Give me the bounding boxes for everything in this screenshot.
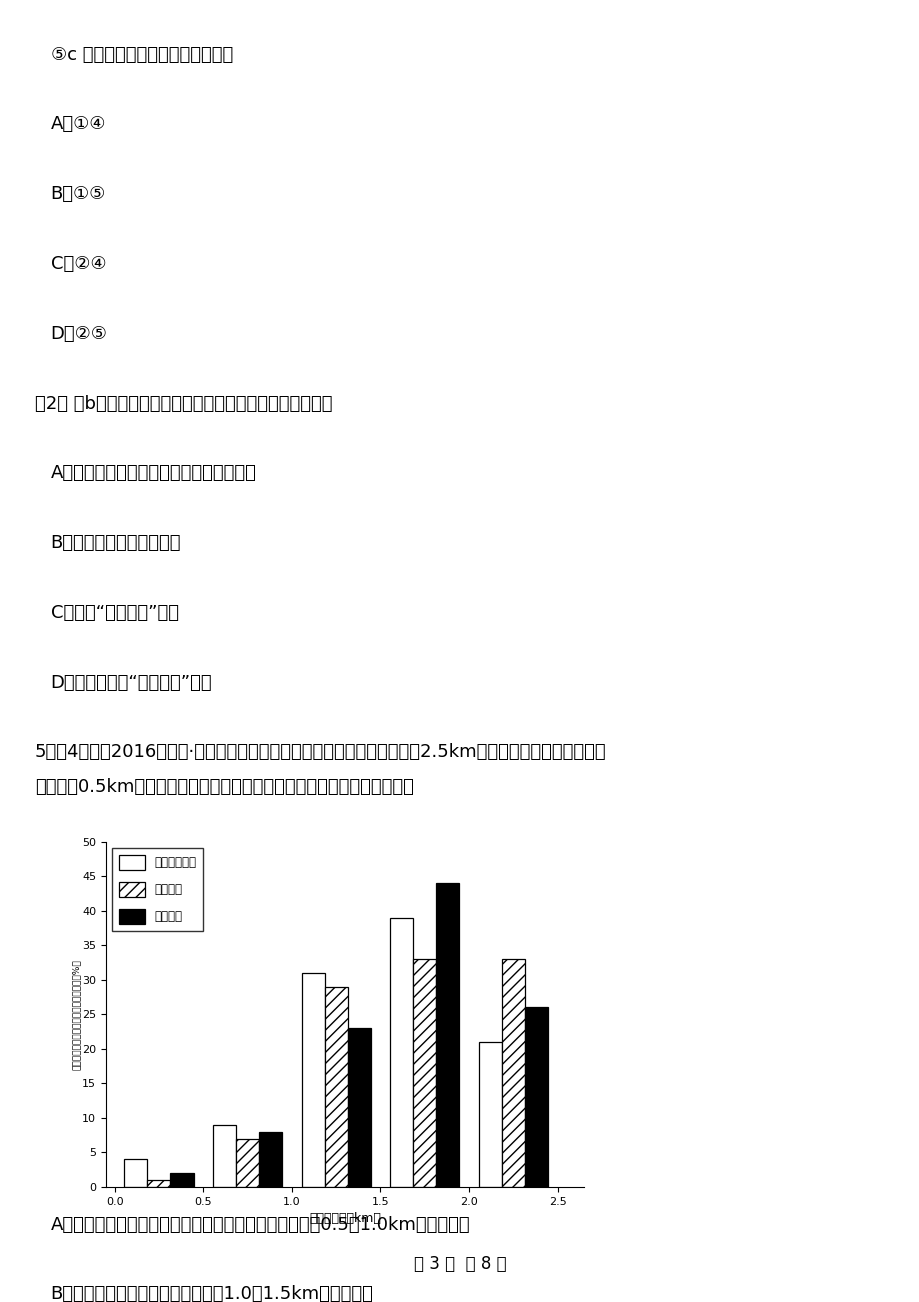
Legend: 直接相关企业, 关联企业, 派生企业: 直接相关企业, 关联企业, 派生企业: [111, 848, 203, 931]
Text: B．①⑤: B．①⑤: [51, 185, 106, 203]
Text: D．②⑤: D．②⑤: [51, 324, 108, 342]
Text: 5．（4分）（2016高一下·双峰期中）如图是某城市高铁站影响范围（半径2.5km）内，以车站为中心的不同: 5．（4分）（2016高一下·双峰期中）如图是某城市高铁站影响范围（半径2.5k…: [35, 743, 606, 762]
Text: C．实施“提前退休”政策: C．实施“提前退休”政策: [51, 604, 178, 622]
Text: B．积极发展公共交通事业: B．积极发展公共交通事业: [51, 534, 181, 552]
Text: A．①④: A．①④: [51, 116, 106, 133]
Bar: [501, 960, 524, 1187]
Text: 第 3 页  共 8 页: 第 3 页 共 8 页: [414, 1255, 505, 1273]
Bar: [301, 973, 324, 1187]
X-axis label: 距车站距离（km）: 距车站距离（km）: [309, 1212, 380, 1225]
Bar: [236, 1139, 259, 1187]
Text: A．鼓励当地人口向经济更发达的地区迁移: A．鼓励当地人口向经济更发达的地区迁移: [51, 465, 256, 482]
Bar: [436, 883, 459, 1187]
Y-axis label: 各圈层某类企业数占该类企业总数比例（%）: 各圈层某类企业数占该类企业总数比例（%）: [72, 960, 81, 1070]
Bar: [259, 1131, 282, 1187]
Bar: [413, 960, 436, 1187]
Text: C．②④: C．②④: [51, 255, 106, 273]
Bar: [324, 987, 347, 1187]
Bar: [390, 918, 413, 1187]
Bar: [478, 1042, 501, 1187]
Text: 圈层（以0.5km等间距划分）中三类企业数量的统计。由此可判断（　　）: 圈层（以0.5km等间距划分）中三类企业数量的统计。由此可判断（ ）: [35, 779, 414, 797]
Bar: [147, 1180, 170, 1187]
Bar: [347, 1029, 370, 1187]
Text: D．对产妇实施“带薪休假”政策: D．对产妇实施“带薪休假”政策: [51, 673, 212, 691]
Text: （2） 对b地可能出现的人口问题应该采取的措施是（　　）: （2） 对b地可能出现的人口问题应该采取的措施是（ ）: [35, 395, 332, 413]
Bar: [524, 1008, 548, 1187]
Bar: [124, 1159, 147, 1187]
Text: B．关联企业在各圈层中的数量，以1.0－1.5km圈层中最少: B．关联企业在各圈层中的数量，以1.0－1.5km圈层中最少: [51, 1285, 373, 1302]
Text: A．直接相关企业数量占该类企业总数比重，在距离车站0.5－1.0km圈层中最小: A．直接相关企业数量占该类企业总数比重，在距离车站0.5－1.0km圈层中最小: [51, 1216, 470, 1233]
Bar: [170, 1173, 193, 1187]
Bar: [213, 1125, 236, 1187]
Text: ⑤c 地近年来纵织服装工业大力发展: ⑤c 地近年来纵织服装工业大力发展: [51, 46, 233, 64]
